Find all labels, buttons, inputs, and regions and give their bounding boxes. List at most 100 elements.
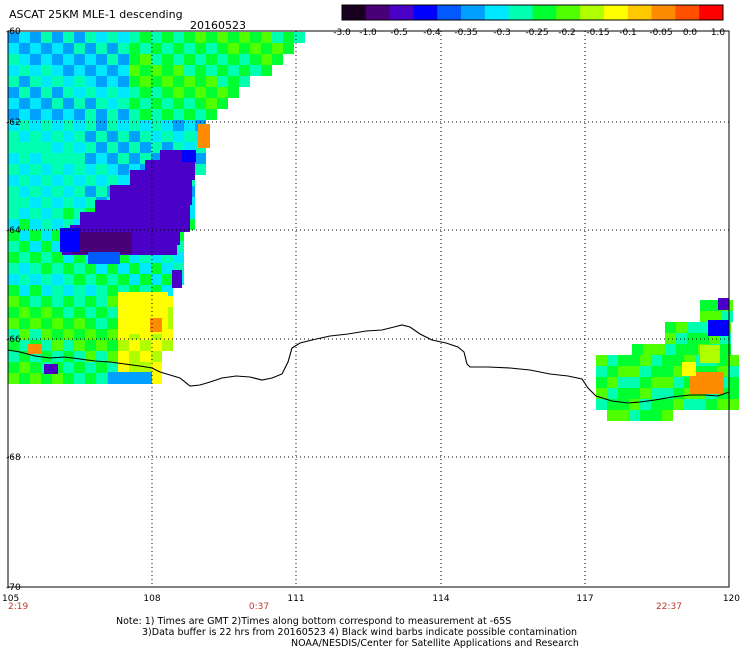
data-cell <box>52 318 63 329</box>
data-cell <box>118 164 129 175</box>
data-cell <box>85 175 96 186</box>
data-cell <box>662 410 673 421</box>
data-cell <box>118 54 129 65</box>
data-cell <box>96 54 107 65</box>
data-cell <box>217 43 228 54</box>
data-cell <box>85 164 96 175</box>
data-cell <box>63 131 74 142</box>
data-cell <box>52 109 63 120</box>
data-cell <box>151 329 162 340</box>
data-cell <box>728 355 739 366</box>
data-cell <box>140 263 151 274</box>
data-cell <box>596 355 607 366</box>
data-cell <box>19 285 30 296</box>
data-cell <box>41 307 52 318</box>
colorbar-swatch <box>461 5 486 20</box>
data-cell <box>261 32 272 43</box>
data-cell <box>8 43 19 54</box>
data-cell <box>41 296 52 307</box>
data-cell <box>618 366 629 377</box>
data-cell <box>52 219 63 230</box>
data-cell <box>700 300 711 311</box>
data-cell <box>30 43 41 54</box>
data-cell <box>52 230 63 241</box>
data-cell <box>52 43 63 54</box>
data-cell <box>140 65 151 76</box>
data-cell <box>41 274 52 285</box>
data-cell <box>173 98 184 109</box>
data-cell <box>19 54 30 65</box>
data-cell <box>74 186 85 197</box>
data-cell <box>129 329 140 340</box>
data-cell <box>140 120 151 131</box>
data-cell <box>728 399 739 410</box>
data-cell <box>8 362 19 373</box>
data-cell <box>118 274 129 285</box>
data-cell <box>129 87 140 98</box>
product-title: ASCAT 25KM MLE-1 descending <box>9 8 183 21</box>
data-cell <box>41 76 52 87</box>
data-cell <box>52 351 63 362</box>
data-cell <box>129 65 140 76</box>
data-cell <box>140 142 151 153</box>
data-cell <box>96 164 107 175</box>
data-cell <box>96 373 107 384</box>
data-cell <box>151 142 162 153</box>
data-cell <box>30 263 41 274</box>
wind-data-cells <box>8 32 739 421</box>
data-cell <box>41 153 52 164</box>
data-cell <box>41 285 52 296</box>
longitude-label: 111 <box>287 594 304 604</box>
data-cell <box>673 355 684 366</box>
data-cell <box>728 366 739 377</box>
data-cell <box>63 43 74 54</box>
data-cell <box>52 208 63 219</box>
latitude-label: -64 <box>6 226 21 236</box>
latitude-label: -68 <box>6 453 21 463</box>
data-cell <box>151 98 162 109</box>
colorbar-swatch <box>413 5 438 20</box>
data-cell <box>162 329 173 340</box>
data-cell <box>30 109 41 120</box>
data-cell <box>140 109 151 120</box>
data-cell <box>607 355 618 366</box>
data-cell <box>63 142 74 153</box>
data-cell <box>85 65 96 76</box>
data-cell <box>651 399 662 410</box>
note-line-3: NOAA/NESDIS/Center for Satellite Applica… <box>291 638 579 649</box>
data-cell <box>108 372 152 384</box>
data-cell <box>184 109 195 120</box>
data-cell <box>30 252 41 263</box>
data-cell <box>250 54 261 65</box>
data-cell <box>695 399 706 410</box>
data-cell <box>52 307 63 318</box>
data-cell <box>107 76 118 87</box>
data-cell <box>8 318 19 329</box>
data-cell <box>30 164 41 175</box>
pass-time-label: 22:37 <box>656 602 682 612</box>
data-cell <box>74 252 85 263</box>
data-cell <box>129 285 140 296</box>
data-cell <box>52 131 63 142</box>
data-cell <box>118 252 129 263</box>
data-cell <box>107 153 118 164</box>
data-cell <box>74 208 85 219</box>
data-cell <box>19 65 30 76</box>
data-cell <box>96 76 107 87</box>
data-cell <box>41 131 52 142</box>
data-cell <box>19 197 30 208</box>
data-cell <box>107 285 118 296</box>
data-cell <box>172 270 182 288</box>
colorbar-swatch <box>437 5 462 20</box>
data-cell <box>19 153 30 164</box>
data-cell <box>151 76 162 87</box>
colorbar-tick-labels: -3.0 -1.0 -0.5 -0.4 -0.35 -0.3 -0.25 -0.2 -0.15-… <box>333 28 725 38</box>
data-cell <box>19 208 30 219</box>
data-cell <box>63 76 74 87</box>
data-cell <box>217 54 228 65</box>
data-cell <box>129 54 140 65</box>
data-cell <box>140 87 151 98</box>
data-cell <box>52 197 63 208</box>
data-cell <box>206 109 217 120</box>
data-cell <box>250 65 261 76</box>
